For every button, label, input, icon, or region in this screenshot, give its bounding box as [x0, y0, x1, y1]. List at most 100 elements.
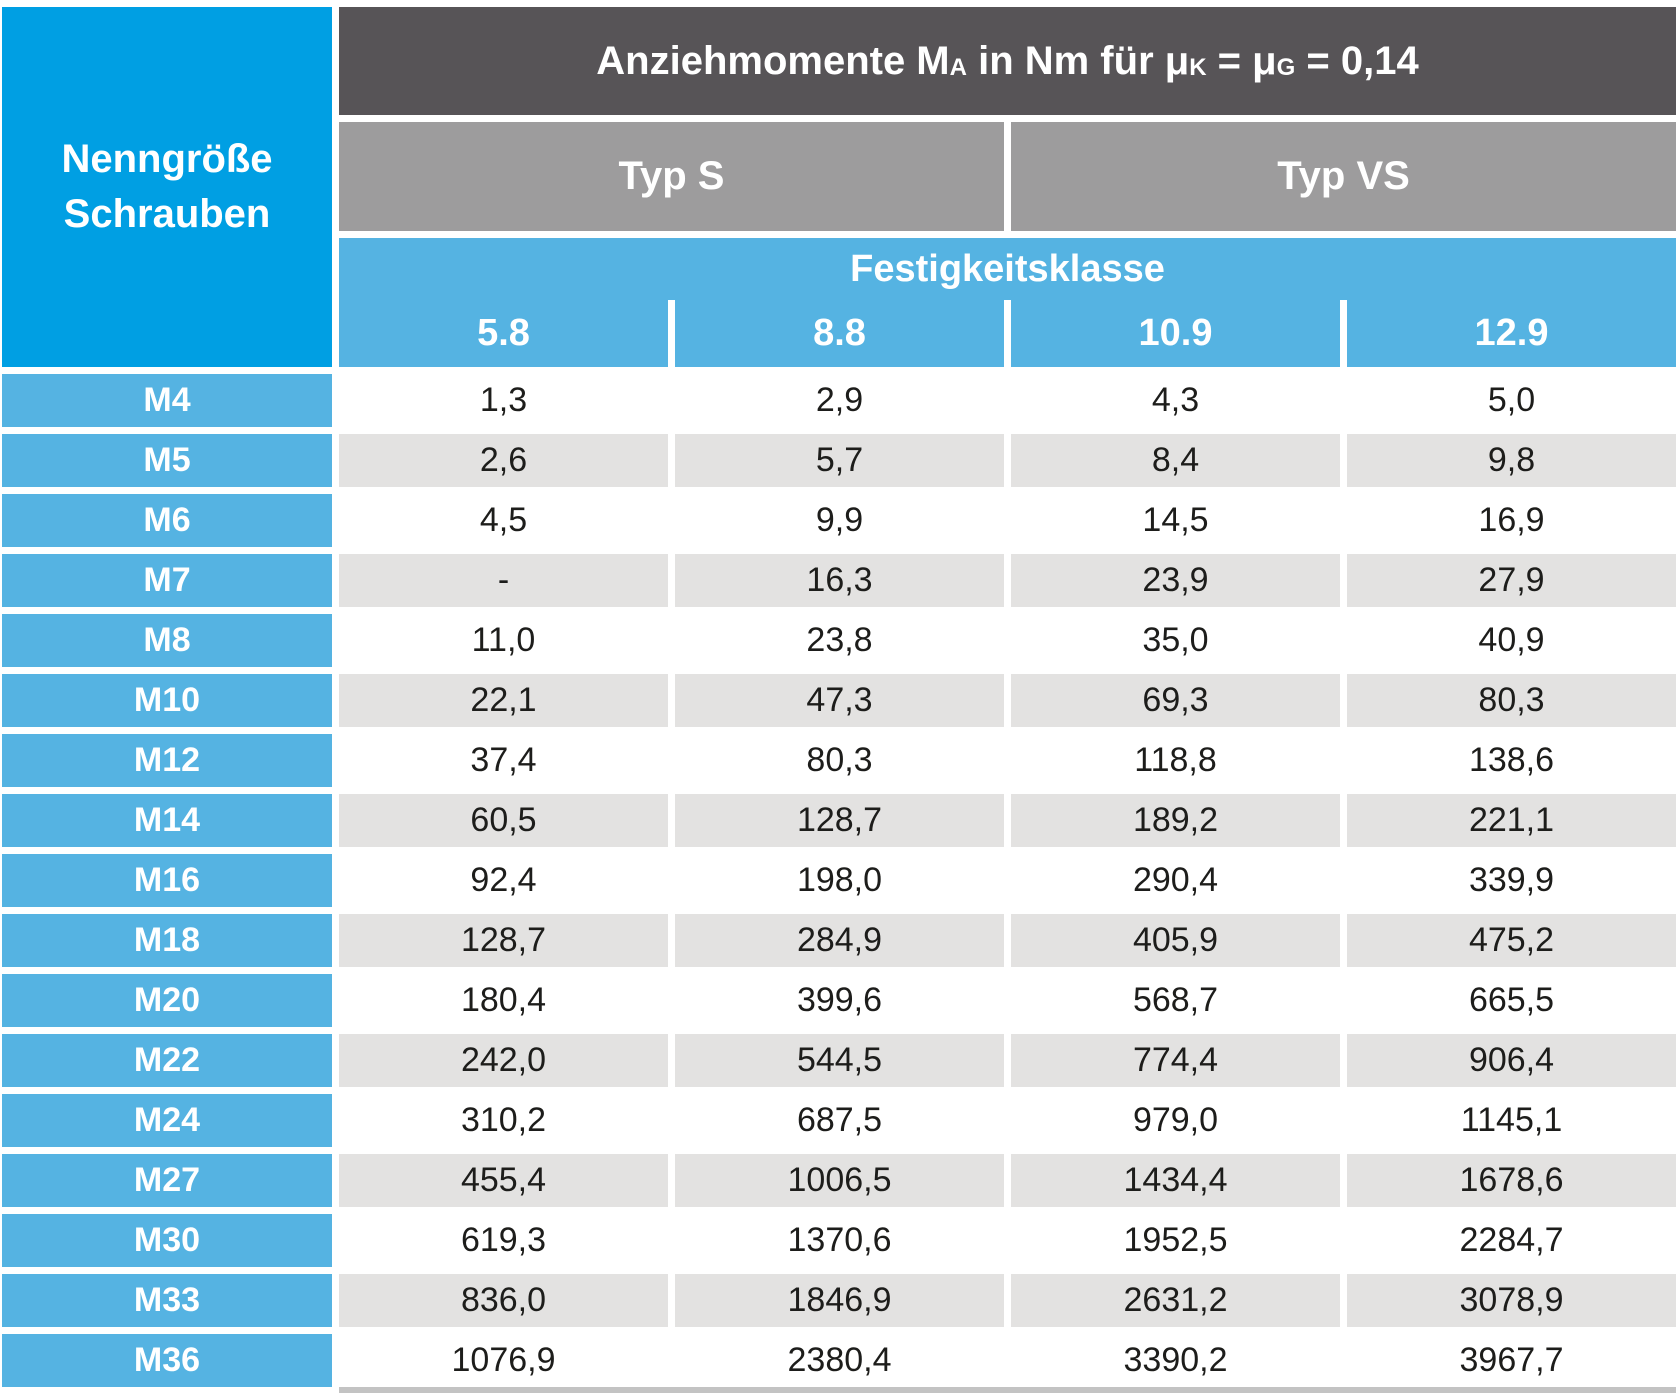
value-cell: 979,0 [1011, 1094, 1340, 1147]
title-text-2: in Nm für μ [966, 38, 1190, 83]
row-label: M4 [2, 374, 332, 427]
value-cell: 16,3 [675, 554, 1004, 607]
value-cell: 92,4 [339, 854, 668, 907]
row-label: M18 [2, 914, 332, 967]
value-cell: 2284,7 [1347, 1214, 1676, 1267]
value-cell: 284,9 [675, 914, 1004, 967]
row-label: M16 [2, 854, 332, 907]
strength-class-header: Festigkeitsklasse [850, 247, 1165, 290]
value-cell: 3078,9 [1347, 1274, 1676, 1327]
value-cell: 198,0 [675, 854, 1004, 907]
title-text-3: = μ [1206, 38, 1277, 83]
value-cell: 544,5 [675, 1034, 1004, 1087]
value-cell: 242,0 [339, 1034, 668, 1087]
value-cell: 1,3 [339, 374, 668, 427]
value-cell: 60,5 [339, 794, 668, 847]
value-cell: 2380,4 [675, 1334, 1004, 1387]
value-cell: 23,8 [675, 614, 1004, 667]
value-cell: 2,6 [339, 434, 668, 487]
value-cell: - [339, 554, 668, 607]
column-group-typ-s: Typ S [339, 122, 1004, 231]
row-label: M22 [2, 1034, 332, 1087]
value-cell: 399,6 [675, 974, 1004, 1027]
value-cell: 16,9 [1347, 494, 1676, 547]
row-label: M24 [2, 1094, 332, 1147]
row-header-cell: Nenngröße Schrauben [2, 7, 332, 367]
value-cell: 221,1 [1347, 794, 1676, 847]
value-cell: 14,5 [1011, 494, 1340, 547]
value-cell: 774,4 [1011, 1034, 1340, 1087]
value-cell: 1952,5 [1011, 1214, 1340, 1267]
value-cell: 290,4 [1011, 854, 1340, 907]
value-cell: 1678,6 [1347, 1154, 1676, 1207]
row-label: M14 [2, 794, 332, 847]
value-cell: 35,0 [1011, 614, 1340, 667]
value-cell: 180,4 [339, 974, 668, 1027]
row-header-line1: Nenngröße [61, 136, 273, 181]
value-cell: 310,2 [339, 1094, 668, 1147]
value-cell: 9,8 [1347, 434, 1676, 487]
value-cell: 128,7 [675, 794, 1004, 847]
value-cell: 339,9 [1347, 854, 1676, 907]
value-cell: 8,4 [1011, 434, 1340, 487]
value-cell: 1145,1 [1347, 1094, 1676, 1147]
row-label: M20 [2, 974, 332, 1027]
column-group-typ-vs: Typ VS [1011, 122, 1676, 231]
value-cell: 138,6 [1347, 734, 1676, 787]
bottom-border [339, 1387, 1676, 1393]
value-cell: 455,4 [339, 1154, 668, 1207]
value-cell: 665,5 [1347, 974, 1676, 1027]
row-label: M8 [2, 614, 332, 667]
row-label: M7 [2, 554, 332, 607]
value-cell: 47,3 [675, 674, 1004, 727]
strength-class-column: 8.8 [675, 300, 1004, 367]
value-cell: 4,3 [1011, 374, 1340, 427]
strength-class-block: Festigkeitsklasse 5.8 8.8 10.9 12.9 [339, 238, 1676, 367]
value-cell: 80,3 [675, 734, 1004, 787]
strength-class-column: 10.9 [1011, 300, 1340, 367]
value-cell: 836,0 [339, 1274, 668, 1327]
value-cell: 1434,4 [1011, 1154, 1340, 1207]
row-label: M5 [2, 434, 332, 487]
value-cell: 128,7 [339, 914, 668, 967]
row-label: M36 [2, 1334, 332, 1387]
value-cell: 23,9 [1011, 554, 1340, 607]
value-cell: 40,9 [1347, 614, 1676, 667]
row-label: M12 [2, 734, 332, 787]
value-cell: 568,7 [1011, 974, 1340, 1027]
value-cell: 3967,7 [1347, 1334, 1676, 1387]
value-cell: 619,3 [339, 1214, 668, 1267]
value-cell: 405,9 [1011, 914, 1340, 967]
value-cell: 1076,9 [339, 1334, 668, 1387]
value-cell: 189,2 [1011, 794, 1340, 847]
title-text-1: Anziehmomente M [596, 38, 950, 83]
value-cell: 475,2 [1347, 914, 1676, 967]
value-cell: 1370,6 [675, 1214, 1004, 1267]
value-cell: 9,9 [675, 494, 1004, 547]
strength-class-column: 12.9 [1347, 300, 1676, 367]
row-label: M6 [2, 494, 332, 547]
value-cell: 22,1 [339, 674, 668, 727]
strength-class-column: 5.8 [339, 300, 668, 367]
value-cell: 80,3 [1347, 674, 1676, 727]
value-cell: 5,0 [1347, 374, 1676, 427]
value-cell: 27,9 [1347, 554, 1676, 607]
value-cell: 906,4 [1347, 1034, 1676, 1087]
value-cell: 2631,2 [1011, 1274, 1340, 1327]
row-label: M30 [2, 1214, 332, 1267]
value-cell: 118,8 [1011, 734, 1340, 787]
value-cell: 687,5 [675, 1094, 1004, 1147]
value-cell: 69,3 [1011, 674, 1340, 727]
value-cell: 5,7 [675, 434, 1004, 487]
value-cell: 1846,9 [675, 1274, 1004, 1327]
value-cell: 2,9 [675, 374, 1004, 427]
row-label: M10 [2, 674, 332, 727]
row-header-line2: Schrauben [63, 192, 271, 236]
row-label: M33 [2, 1274, 332, 1327]
value-cell: 3390,2 [1011, 1334, 1340, 1387]
title-text-4: = 0,14 [1295, 38, 1419, 83]
value-cell: 1006,5 [675, 1154, 1004, 1207]
